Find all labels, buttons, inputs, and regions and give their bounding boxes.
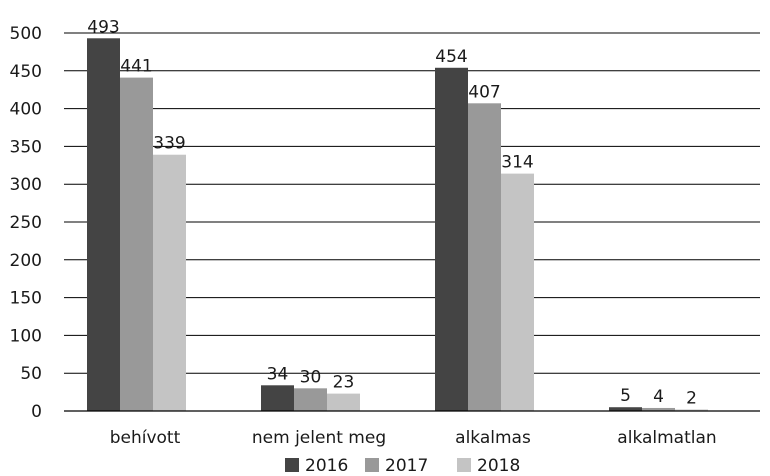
- y-tick-label: 500: [10, 24, 42, 44]
- y-tick-label: 100: [10, 326, 42, 346]
- y-tick-label: 250: [10, 213, 42, 233]
- category-label: nem jelent meg: [252, 428, 386, 448]
- y-tick-label: 0: [31, 402, 42, 422]
- bar-2018-3: [501, 173, 534, 411]
- legend-swatch-2016[interactable]: [285, 458, 299, 472]
- data-label-2016-3: 454: [435, 47, 467, 67]
- legend-label-2017[interactable]: 2017: [385, 456, 428, 476]
- bars: [87, 38, 708, 412]
- bar-2016-3: [435, 67, 468, 411]
- data-label-2018-1: 339: [153, 134, 185, 154]
- y-axis-ticks: 0 50 100 150 200 250 300 350 400 450 500: [10, 24, 42, 422]
- bar-2018-4: [675, 409, 708, 411]
- bar-2017-3: [468, 103, 501, 412]
- legend[interactable]: 2016 2017 2018: [285, 456, 520, 476]
- data-label-2018-3: 314: [501, 153, 533, 173]
- data-label-2017-3: 407: [468, 82, 500, 102]
- y-tick-label: 350: [10, 137, 42, 157]
- y-tick-label: 400: [10, 100, 42, 120]
- y-tick-label: 300: [10, 175, 42, 195]
- legend-label-2016[interactable]: 2016: [305, 456, 348, 476]
- bar-2018-2: [327, 393, 360, 411]
- bar-2018-1: [153, 154, 186, 411]
- bar-2017-4: [642, 407, 675, 411]
- x-axis-categories: behívott nem jelent meg alkalmas alkalmatla…: [110, 428, 717, 448]
- y-tick-label: 450: [10, 62, 42, 82]
- data-label-2016-2: 34: [267, 364, 289, 384]
- legend-label-2018[interactable]: 2018: [477, 456, 520, 476]
- category-label: behívott: [110, 428, 181, 448]
- data-label-2018-4: 2: [686, 388, 697, 408]
- bar-2016-2: [261, 385, 294, 411]
- data-label-2016-4: 5: [620, 386, 631, 406]
- y-tick-label: 50: [20, 364, 42, 384]
- legend-swatch-2017[interactable]: [365, 458, 379, 472]
- bar-2017-1: [120, 77, 153, 411]
- bar-2016-4: [609, 407, 642, 411]
- bar-2016-1: [87, 38, 120, 412]
- category-label: alkalmatlan: [617, 428, 716, 448]
- legend-swatch-2018[interactable]: [457, 458, 471, 472]
- data-label-2016-1: 493: [87, 17, 119, 37]
- y-tick-label: 200: [10, 251, 42, 271]
- data-label-2017-1: 441: [120, 57, 152, 77]
- data-label-2017-2: 30: [300, 367, 322, 387]
- bar-2017-2: [294, 388, 327, 411]
- data-label-2018-2: 23: [333, 373, 355, 393]
- data-label-2017-4: 4: [653, 387, 664, 407]
- category-label: alkalmas: [455, 428, 531, 448]
- y-tick-label: 150: [10, 289, 42, 309]
